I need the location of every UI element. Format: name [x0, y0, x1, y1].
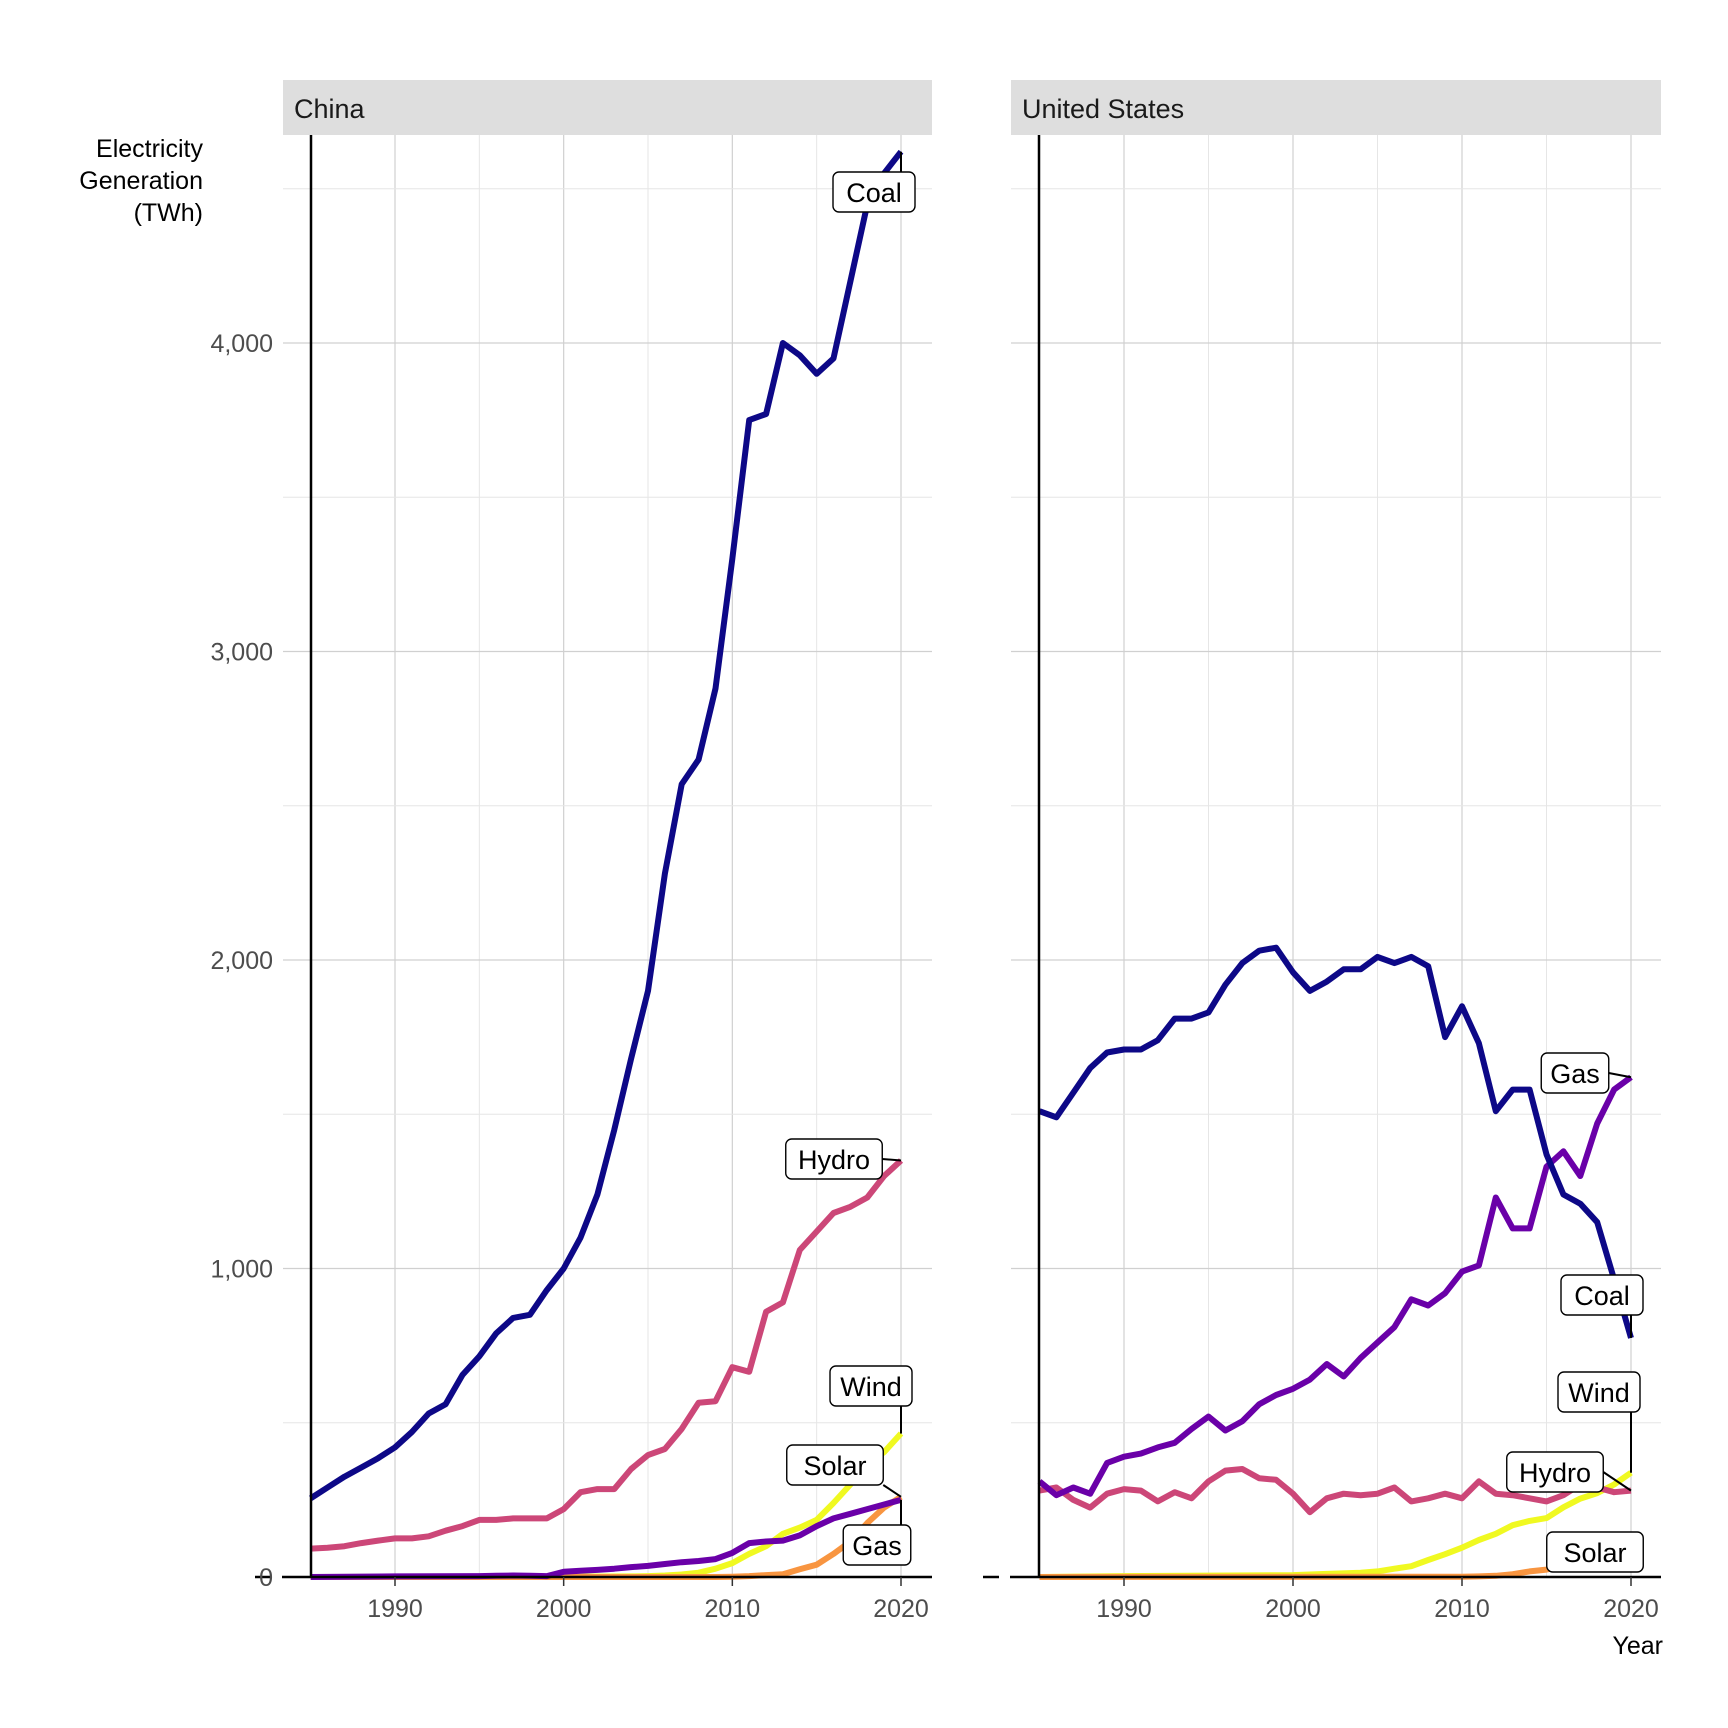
label-wind: Wind — [1568, 1378, 1630, 1408]
x-tick-label: 2000 — [1265, 1595, 1321, 1623]
label-solar: Solar — [1563, 1538, 1626, 1568]
label-wind: Wind — [840, 1372, 902, 1402]
x-tick-label: 2010 — [1434, 1595, 1490, 1623]
facet-title: United States — [1022, 94, 1184, 124]
y-tick-label: 1,000 — [210, 1256, 273, 1284]
label-box-hydro — [1506, 1451, 1604, 1493]
direct-labels: Gas Coal Wind Hydro Solar — [1506, 1052, 1644, 1573]
x-tick-label: 2020 — [873, 1595, 929, 1623]
y-axis-title-line: (TWh) — [134, 199, 203, 227]
label-gas: Gas — [1550, 1059, 1600, 1089]
series-lines — [309, 149, 904, 1580]
label-box-coal — [832, 171, 916, 213]
y-tick-label: 2,000 — [210, 947, 273, 975]
x-tick-label: 2020 — [1603, 1595, 1659, 1623]
label-gas: Gas — [852, 1531, 902, 1561]
facet-title: China — [294, 94, 366, 124]
label-leader-hydro — [1602, 1471, 1632, 1492]
label-hydro: Hydro — [798, 1145, 870, 1175]
y-axis-title-line: Electricity — [96, 135, 203, 163]
label-coal: Coal — [1574, 1281, 1630, 1311]
label-box-gas — [842, 1524, 912, 1566]
series-line-hydro — [310, 1158, 904, 1552]
y-axis-title-line: Generation — [79, 167, 203, 195]
label-box-hydro — [785, 1138, 883, 1180]
label-coal: Coal — [846, 178, 902, 208]
series-line-gas — [1037, 1074, 1633, 1499]
facet-strip — [283, 80, 932, 135]
panel-china: China 1990 2000 2010 2020 0 1,000 2,000 3,000 4,0… — [210, 80, 932, 1623]
series-line-hydro — [1038, 1466, 1632, 1516]
label-hydro: Hydro — [1519, 1458, 1591, 1488]
y-tick-label: 4,000 — [210, 330, 273, 358]
series-line-wind — [1039, 1470, 1633, 1580]
label-box-solar — [1546, 1531, 1644, 1573]
label-box-wind — [829, 1365, 913, 1407]
y-axis-title: Electricity Generation (TWh) — [79, 135, 203, 227]
label-box-gas — [1540, 1052, 1610, 1094]
label-box-solar — [786, 1444, 884, 1486]
series-line-coal — [1038, 944, 1634, 1339]
label-leader-solar — [882, 1484, 902, 1498]
facet-strip — [1011, 80, 1661, 135]
x-tick-label: 2000 — [536, 1595, 592, 1623]
y-tick-label: 3,000 — [210, 639, 273, 667]
label-solar: Solar — [803, 1451, 866, 1481]
panel-united-states: United States 1990 2000 2010 2020 Gas Coal Wind… — [983, 80, 1661, 1623]
label-box-wind — [1557, 1371, 1641, 1413]
series-line-coal — [309, 149, 904, 1501]
grid — [283, 135, 932, 1577]
label-box-coal — [1560, 1274, 1644, 1316]
y-tick-label: 0 — [259, 1564, 273, 1592]
grid — [1011, 135, 1661, 1577]
x-tick-label: 1990 — [1096, 1595, 1152, 1623]
x-axis-title: Year — [1612, 1632, 1663, 1660]
label-leader-hydro — [882, 1158, 902, 1162]
series-line-gas — [310, 1497, 902, 1580]
x-tick-label: 1990 — [367, 1595, 423, 1623]
direct-labels: Coal Hydro Wind Solar Gas — [785, 151, 916, 1566]
x-tick-label: 2010 — [705, 1595, 761, 1623]
label-leader-gas — [1608, 1072, 1632, 1079]
